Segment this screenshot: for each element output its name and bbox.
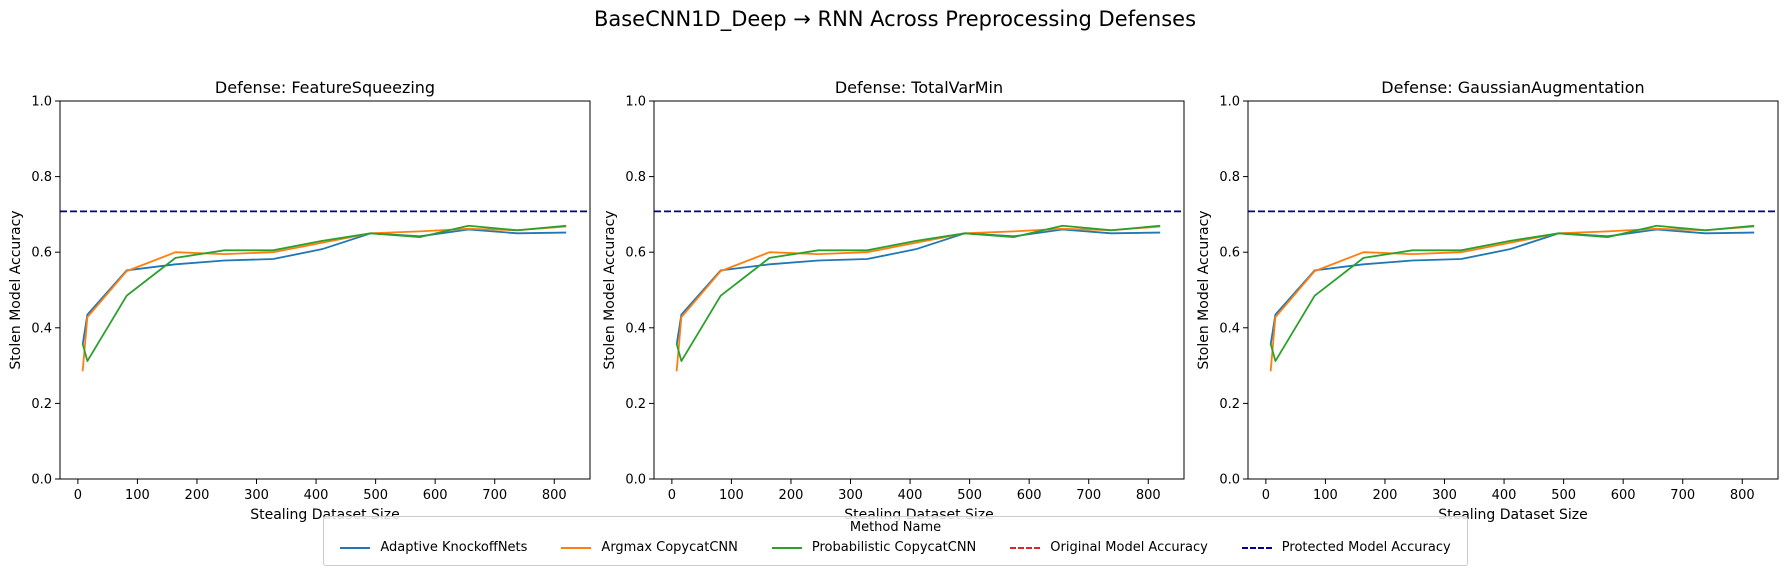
y-tick-label: 0.0	[625, 473, 646, 488]
x-tick-label: 200	[779, 488, 804, 503]
y-axis-label: Stolen Model Accuracy	[8, 210, 24, 369]
subplot-grid: 0 100 200 300 400 500 600 700 800 0.0 0.2 0.4 0.6 0.8…	[8, 78, 1779, 523]
legend-swatch	[561, 546, 592, 549]
x-tick-label: 400	[1492, 488, 1517, 503]
y-tick-label: 0.2	[31, 397, 52, 412]
x-tick-label: 700	[1670, 488, 1695, 503]
series-line-argmax-copycatcnn	[1269, 225, 1755, 372]
x-tick-label: 200	[185, 488, 210, 503]
series-line-argmax-copycatcnn	[81, 225, 567, 372]
x-tick-label: 500	[363, 488, 388, 503]
axes-frame	[653, 100, 1185, 480]
legend: Method Name Adaptive KnockoffNets Argmax …	[323, 516, 1468, 566]
series-line-probabilistic-copycatcnn	[675, 224, 1161, 362]
x-tick-label: 0	[668, 488, 676, 503]
x-tick-label: 600	[1017, 488, 1042, 503]
y-tick-label: 1.0	[31, 95, 52, 110]
x-tick-label: 300	[244, 488, 269, 503]
subplot-1: 0 100 200 300 400 500 600 700 800 0.0 0.2 0.4 0.6 0.8…	[8, 78, 591, 523]
x-tick-label: 100	[719, 488, 744, 503]
x-tick-label: 300	[1432, 488, 1457, 503]
x-tick-label: 800	[1730, 488, 1755, 503]
x-tick-label: 200	[1373, 488, 1398, 503]
x-tick-label: 100	[1313, 488, 1338, 503]
x-tick-label: 600	[1611, 488, 1636, 503]
legend-item-probabilistic-copycatcnn: Probabilistic CopycatCNN	[771, 540, 977, 555]
subplot-title: Defense: FeatureSqueezing	[215, 78, 435, 97]
legend-label: Adaptive KnockoffNets	[380, 540, 528, 555]
y-tick-label: 0.6	[31, 246, 52, 261]
figure-suptitle: BaseCNN1D_Deep → RNN Across Preprocessin…	[594, 7, 1196, 32]
y-tick-label: 0.4	[1219, 321, 1240, 336]
y-tick-label: 1.0	[1219, 95, 1240, 110]
legend-label: Probabilistic CopycatCNN	[811, 540, 977, 555]
series-line-adaptive-knockoffnets	[1269, 228, 1755, 345]
subplot-3: 0 100 200 300 400 500 600 700 800 0.0 0.2 0.4 0.6 0.8…	[1196, 78, 1779, 523]
y-tick-label: 0.4	[31, 321, 52, 336]
legend-swatch	[1010, 546, 1041, 549]
y-tick-label: 0.8	[1219, 170, 1240, 185]
x-axis-label: Stealing Dataset Size	[1438, 507, 1588, 523]
y-tick-label: 0.0	[31, 473, 52, 488]
x-tick-label: 800	[542, 488, 567, 503]
axes-frame	[1247, 100, 1779, 480]
y-tick-label: 1.0	[625, 95, 646, 110]
y-tick-label: 0.0	[1219, 473, 1240, 488]
series-line-probabilistic-copycatcnn	[1269, 224, 1755, 362]
y-tick-label: 0.8	[625, 170, 646, 185]
legend-swatch	[340, 546, 371, 549]
y-tick-label: 0.6	[1219, 246, 1240, 261]
subplot-title: Defense: TotalVarMin	[835, 78, 1003, 97]
legend-label: Original Model Accuracy	[1050, 540, 1208, 555]
subplot-title: Defense: GaussianAugmentation	[1381, 78, 1644, 97]
legend-title: Method Name	[849, 520, 942, 535]
series-line-probabilistic-copycatcnn	[81, 224, 567, 362]
subplot-2: 0 100 200 300 400 500 600 700 800 0.0 0.2 0.4 0.6 0.8…	[602, 78, 1185, 523]
x-tick-label: 500	[957, 488, 982, 503]
series-line-adaptive-knockoffnets	[81, 228, 567, 345]
legend-swatch	[771, 546, 802, 549]
y-axis-label: Stolen Model Accuracy	[1196, 210, 1212, 369]
legend-label: Argmax CopycatCNN	[601, 540, 738, 555]
y-tick-label: 0.4	[625, 321, 646, 336]
y-tick-label: 0.2	[625, 397, 646, 412]
x-tick-label: 100	[125, 488, 150, 503]
x-tick-label: 0	[74, 488, 82, 503]
legend-item-original-model-accuracy: Original Model Accuracy	[1010, 540, 1208, 555]
x-tick-label: 500	[1551, 488, 1576, 503]
x-tick-label: 600	[423, 488, 448, 503]
x-tick-label: 700	[482, 488, 507, 503]
y-tick-label: 0.8	[31, 170, 52, 185]
legend-label: Protected Model Accuracy	[1281, 540, 1451, 555]
legend-item-adaptive-knockoffnets: Adaptive KnockoffNets	[340, 540, 527, 555]
axes-frame	[59, 100, 591, 480]
x-tick-label: 300	[838, 488, 863, 503]
y-tick-label: 0.2	[1219, 397, 1240, 412]
series-line-argmax-copycatcnn	[675, 225, 1161, 372]
legend-item-argmax-copycatcnn: Argmax CopycatCNN	[561, 540, 738, 555]
series-line-adaptive-knockoffnets	[675, 228, 1161, 345]
x-tick-label: 0	[1262, 488, 1270, 503]
y-tick-label: 0.6	[625, 246, 646, 261]
x-tick-label: 800	[1136, 488, 1161, 503]
x-tick-label: 700	[1076, 488, 1101, 503]
x-tick-label: 400	[304, 488, 329, 503]
legend-item-protected-model-accuracy: Protected Model Accuracy	[1241, 540, 1451, 555]
y-axis-label: Stolen Model Accuracy	[602, 210, 618, 369]
x-tick-label: 400	[898, 488, 923, 503]
legend-swatch	[1241, 546, 1272, 549]
legend-items: Adaptive KnockoffNets Argmax CopycatCNN Pr…	[324, 540, 1467, 555]
